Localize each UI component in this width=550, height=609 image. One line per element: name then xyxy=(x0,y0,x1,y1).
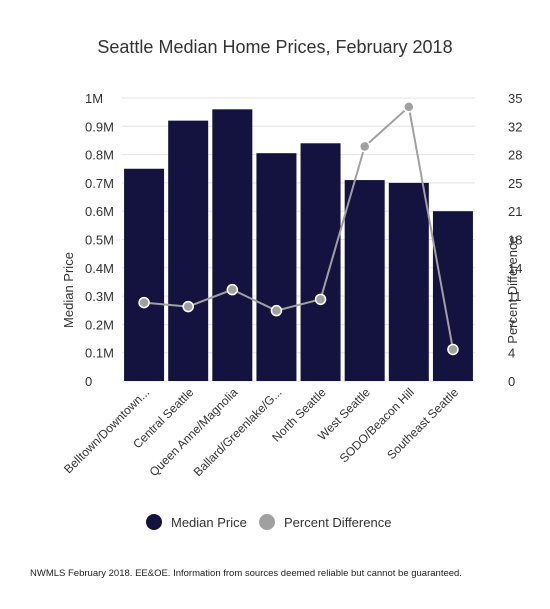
bar xyxy=(300,143,341,381)
x-tick-label: SODO/Beacon Hill xyxy=(337,385,417,465)
bar xyxy=(124,168,165,381)
line-point xyxy=(314,293,327,306)
legend-marker-percent-difference xyxy=(259,514,275,530)
y2-tick-label: 18 xyxy=(508,233,522,248)
y-tick-label: 0.8M xyxy=(85,148,114,163)
y-axis-label: Median Price xyxy=(61,252,76,328)
y2-tick-label: 28 xyxy=(508,148,522,163)
bar xyxy=(212,109,253,381)
y-tick-label: 0.5M xyxy=(85,233,114,248)
y-tick-label: 0.1M xyxy=(85,346,114,361)
y-tick-label: 0.7M xyxy=(85,176,114,191)
bar xyxy=(388,182,429,381)
line-point xyxy=(182,300,194,313)
y2-axis-label: Percent Difference xyxy=(505,236,520,343)
y-tick-label: 0.9M xyxy=(85,119,114,134)
y2-tick-label: 21 xyxy=(508,204,522,219)
line-point xyxy=(403,101,415,113)
y-axis-left: 0 0.1M 0.2M 0.3M 0.4M 0.5M 0.6M 0.7M 0.8M 0.9M 1M xyxy=(85,91,114,389)
y2-tick-label: 25 xyxy=(508,176,522,191)
line-point xyxy=(138,296,150,309)
y-tick-label: 0.3M xyxy=(85,289,114,304)
bar xyxy=(344,180,385,381)
legend-label-median-price: Median Price xyxy=(171,515,247,530)
line-point xyxy=(447,343,459,356)
chart-title: Seattle Median Home Prices, February 201… xyxy=(97,37,452,57)
y-tick-label: 0.6M xyxy=(85,204,114,219)
y2-tick-label: 14 xyxy=(508,261,522,276)
y-tick-label: 1M xyxy=(85,91,103,106)
legend-marker-median-price xyxy=(146,514,162,530)
line-point xyxy=(270,304,283,317)
bar xyxy=(168,120,209,381)
legend: Median Price Percent Difference xyxy=(146,514,391,530)
bar-series xyxy=(124,109,473,381)
x-tick-label: Belltown/Downtown... xyxy=(61,385,152,476)
y2-tick-label: 35 xyxy=(508,91,522,106)
y2-tick-label: 4 xyxy=(508,346,515,361)
bar xyxy=(256,153,297,381)
y-tick-label: 0.4M xyxy=(85,261,114,276)
x-axis: Belltown/Downtown...Central SeattleQueen… xyxy=(61,385,461,479)
line-path xyxy=(143,104,454,350)
footnote: NWMLS February 2018. EE&OE. Information … xyxy=(30,568,462,579)
line-point xyxy=(358,140,371,153)
y2-tick-label: 0 xyxy=(508,374,515,389)
y2-tick-label: 11 xyxy=(508,289,522,304)
y2-tick-label: 32 xyxy=(508,119,522,134)
line-point xyxy=(226,283,239,296)
y2-tick-label: 7 xyxy=(508,317,515,332)
y-tick-label: 0.2M xyxy=(85,317,114,332)
line-series xyxy=(138,101,459,356)
bar xyxy=(432,211,473,381)
legend-label-percent-difference: Percent Difference xyxy=(284,515,391,530)
y-axis-right: 0 4 7 11 14 18 21 25 28 32 35 xyxy=(508,91,522,389)
y-tick-label: 0 xyxy=(85,374,92,389)
